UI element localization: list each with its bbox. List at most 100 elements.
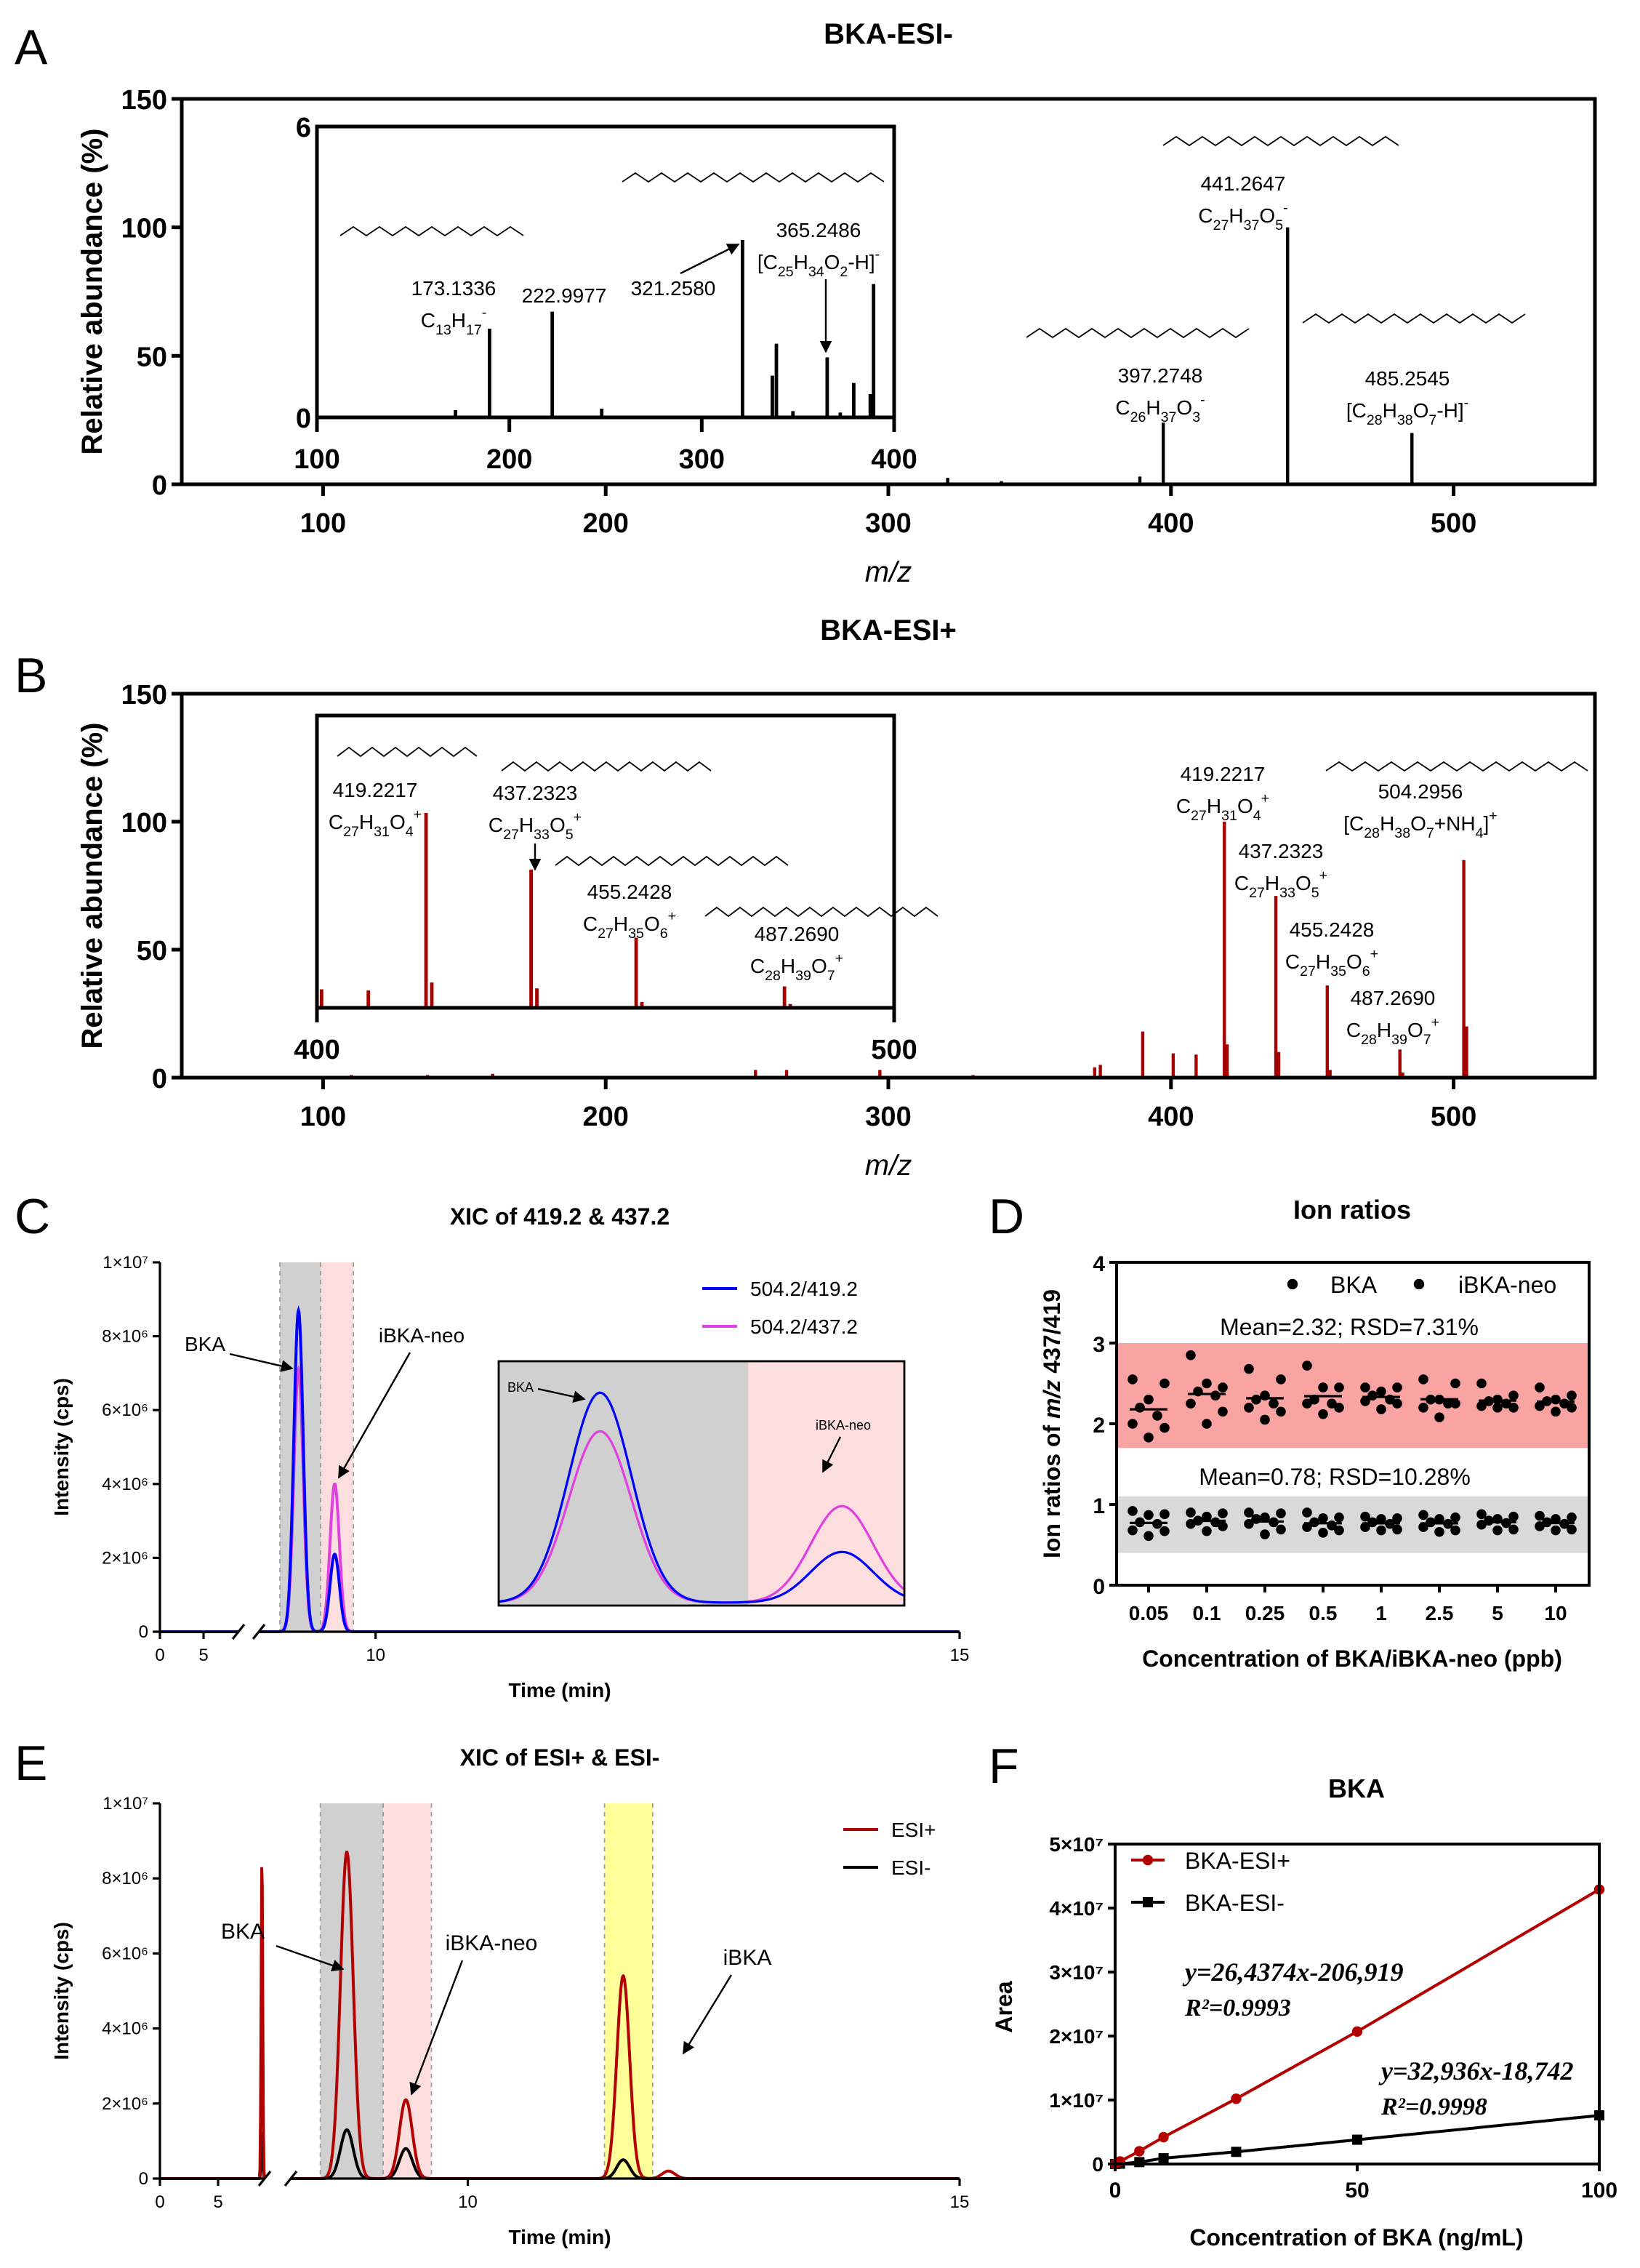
data-point-bka: [1450, 1512, 1460, 1523]
data-point-bka: [1551, 1525, 1561, 1536]
inset-chromatogram: BKA iBKA-neo: [497, 1360, 906, 1607]
data-point-ibka-neo: [1251, 1394, 1261, 1405]
data-point-ibka-neo: [1492, 1403, 1503, 1413]
data-point-ibka-neo: [1476, 1378, 1487, 1389]
y-tick-label: 5×10⁷: [1049, 1833, 1104, 1856]
data-point-bka: [1450, 1525, 1460, 1536]
data-point-ibka-neo: [1276, 1374, 1286, 1385]
x-tick-label: 100: [1581, 2179, 1617, 2203]
data-point-ibka-neo: [1159, 1422, 1170, 1433]
data-point: [1231, 2093, 1242, 2104]
data-point-bka: [1302, 1522, 1312, 1532]
peak-formula-label: [C28H38O7+NH4]+: [1343, 808, 1497, 841]
y-tick-label: 0: [139, 2169, 148, 2189]
legend-marker: [1142, 1854, 1154, 1866]
y-axis-label-text: 437/419: [1039, 1289, 1065, 1380]
chart-title: BKA-ESI+: [820, 614, 957, 646]
axis-break-mark: [257, 2171, 272, 2187]
formula-subscript: 28: [765, 968, 781, 984]
peak-annotation-label: iBKA-neo: [446, 1931, 538, 1955]
formula-text: O: [1407, 1019, 1423, 1041]
inset-background: [317, 127, 894, 417]
highlight-region: [383, 1803, 432, 2179]
data-point-ibka-neo: [1318, 1409, 1328, 1419]
formula-charge: +: [1431, 1014, 1439, 1030]
peak-mz-label: 321.2580: [631, 277, 716, 300]
y-tick-label: 8×10⁶: [102, 1869, 148, 1888]
peak-annotation: 419.2217 C27H31O4+: [1176, 763, 1269, 824]
data-point-ibka-neo: [1360, 1396, 1370, 1406]
data-point-ibka-neo: [1508, 1390, 1519, 1401]
data-point-ibka-neo: [1159, 1378, 1170, 1389]
data-point-ibka-neo: [1244, 1363, 1254, 1374]
formula-text: O: [1176, 396, 1192, 419]
data-point-ibka-neo: [1450, 1398, 1460, 1409]
chemical-structure: [1162, 135, 1399, 147]
y-tick-label: 2×10⁶: [102, 1548, 148, 1568]
x-tick-label: 10: [1544, 1602, 1567, 1624]
formula-subscript: 13: [435, 322, 451, 338]
formula-subscript: 5: [1311, 885, 1319, 901]
data-point-ibka-neo: [1244, 1403, 1254, 1413]
data-point-ibka-neo: [1376, 1404, 1386, 1414]
chemical-structure: [1302, 313, 1526, 324]
formula-subscript: 5: [1275, 217, 1283, 233]
data-point-bka: [1567, 1512, 1577, 1523]
peak-annotation: 504.2956 [C28H38O7+NH4]+: [1343, 780, 1497, 841]
inset-annotation-label: iBKA-neo: [816, 1418, 871, 1432]
formula-subscript: 33: [534, 827, 550, 843]
formula-text: O: [1259, 204, 1275, 227]
legend-label: ESI-: [891, 1856, 930, 1879]
data-point-bka: [1260, 1529, 1270, 1539]
legend-label: BKA-ESI-: [1185, 1890, 1285, 1916]
inset-frame: [497, 1360, 906, 1607]
formula-text: H: [1316, 950, 1330, 973]
data-point-ibka-neo: [1135, 1403, 1145, 1413]
inset-spectrum: 400 500419.2217C27H31O4+437.2323C27H33O5+…: [294, 713, 938, 1065]
y-tick-label: 0: [152, 470, 167, 501]
x-tick-label: 0: [1109, 2179, 1122, 2203]
peak-mz-label: 173.1336: [411, 277, 497, 300]
data-point-ibka-neo: [1276, 1406, 1286, 1417]
formula-subscript: 5: [566, 827, 574, 843]
peak-formula-label: [C25H34O2-H]-: [757, 247, 880, 280]
formula-text: C: [583, 913, 598, 935]
x-tick-label: 500: [1431, 508, 1476, 539]
formula-subscript: 34: [808, 264, 824, 280]
legend-item: BKA-ESI+: [1131, 1848, 1290, 1874]
peak-annotation: 437.2323 C27H33O5+: [1234, 840, 1327, 901]
data-point-bka: [1218, 1521, 1228, 1531]
data-point-ibka-neo: [1535, 1401, 1545, 1411]
legend-item: BKA-ESI-: [1131, 1890, 1285, 1916]
y-axis-label: Ion ratios of m/z 437/419: [1039, 1289, 1065, 1558]
formula-text: O: [644, 913, 660, 935]
y-tick-label: 50: [137, 342, 167, 372]
y-tick-label: 100: [121, 214, 167, 244]
x-tick-label: 100: [300, 508, 346, 539]
chemical-structure: [1325, 761, 1588, 772]
peak-formula-label: C27H33O5+: [489, 809, 582, 843]
inset-peak-annotation: 222.9977: [522, 284, 607, 307]
formula-subscript: 39: [795, 968, 811, 984]
regression-equation: y=32,936x-18,742: [1378, 2056, 1573, 2085]
formula-text: H: [519, 814, 534, 836]
peak-mz-label: 485.2545: [1365, 367, 1450, 390]
formula-subscript: 25: [778, 264, 794, 280]
panel-label-f: F: [989, 1739, 1019, 1794]
formula-text: C: [1176, 795, 1191, 817]
x-tick-label: 0.5: [1309, 1602, 1338, 1624]
legend-label: 504.2/437.2: [750, 1315, 858, 1338]
data-point-bka: [1128, 1506, 1138, 1516]
chart-title: XIC of 419.2 & 437.2: [450, 1203, 670, 1230]
peak-formula-label: C27H33O5+: [1234, 867, 1327, 901]
peak-annotation: 397.2748 C26H37O3-: [1115, 364, 1205, 425]
data-point-bka: [1376, 1514, 1386, 1524]
formula-subscript: 33: [1279, 885, 1295, 901]
x-tick-label: 5: [1492, 1602, 1503, 1624]
formula-text: C: [1234, 872, 1249, 894]
data-point-bka: [1434, 1514, 1444, 1524]
x-tick-label: 2.5: [1426, 1602, 1454, 1624]
x-tick-label: 400: [1148, 508, 1194, 539]
peak-mz-label: 487.2690: [1351, 987, 1436, 1009]
